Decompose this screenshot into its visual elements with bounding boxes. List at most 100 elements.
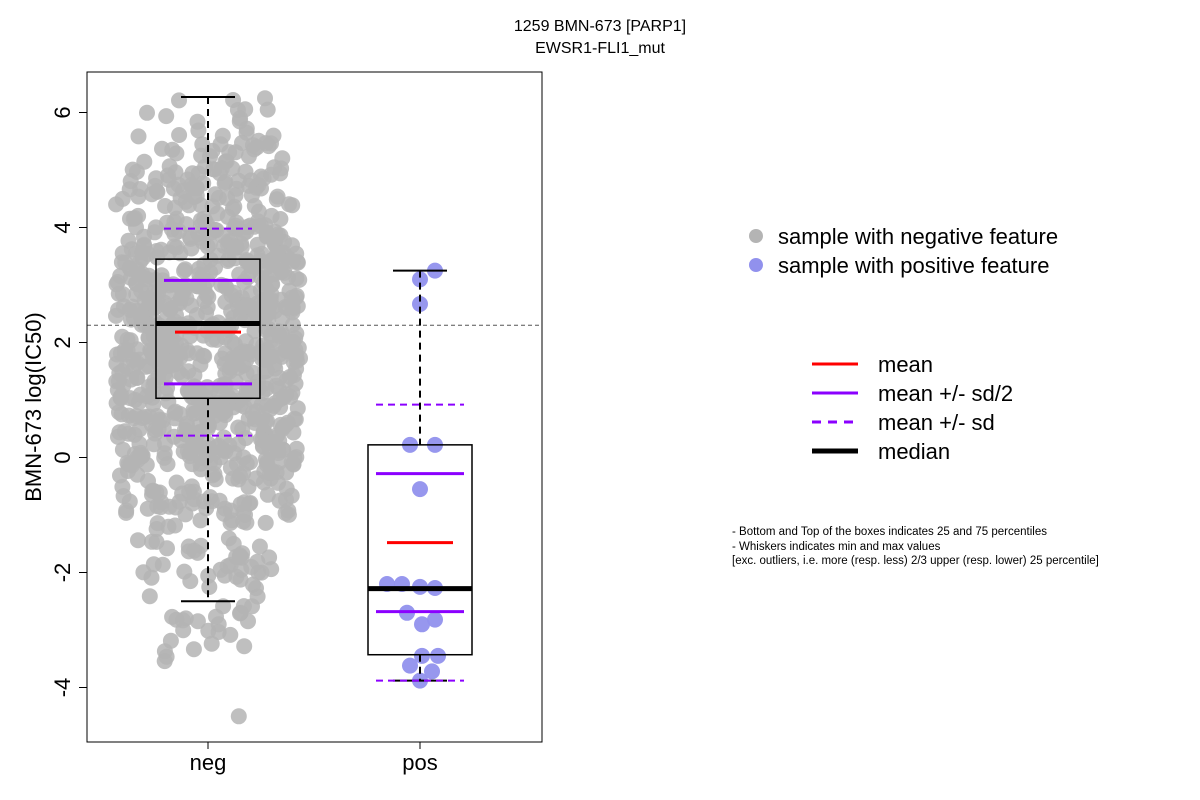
neg-point [112, 345, 129, 362]
neg-point [219, 253, 236, 269]
neg-point [199, 299, 216, 315]
neg-point [227, 187, 244, 204]
neg-point [288, 325, 305, 342]
neg-point [226, 238, 243, 255]
neg-point [272, 264, 289, 281]
neg-point [259, 486, 276, 503]
neg-point [239, 269, 256, 286]
neg-point [185, 641, 202, 658]
neg-point [237, 430, 254, 447]
neg-point [114, 190, 131, 207]
neg-point [254, 293, 271, 309]
neg-point [161, 158, 178, 175]
axes-layer: -4 -2 0 2 4 6 BMN-673 log(IC50) neg pos [21, 106, 438, 775]
neg-point [203, 635, 220, 652]
neg-point [238, 298, 255, 315]
neg-point [158, 108, 175, 125]
neg-point [269, 426, 286, 443]
x-tick-label: neg [190, 750, 227, 775]
pos-point [427, 611, 443, 628]
neg-point [257, 259, 274, 276]
neg-point [130, 532, 146, 549]
y-tick-label: 6 [50, 106, 75, 118]
neg-point [212, 561, 229, 578]
neg-point [122, 390, 139, 407]
neg-point [123, 241, 140, 258]
pos-point [412, 271, 428, 288]
neg-point [282, 251, 299, 268]
neg-point [288, 449, 305, 466]
legend-line-label: mean [878, 352, 933, 377]
neg-point [232, 571, 249, 588]
neg-point [130, 128, 147, 145]
neg-point [153, 241, 170, 258]
neg-point [230, 708, 247, 725]
chart-title: 1259 BMN-673 [PARP1] [513, 18, 687, 35]
neg-point [224, 160, 241, 177]
neg-point [178, 415, 195, 432]
neg-point [243, 172, 260, 189]
neg-point [167, 499, 184, 516]
neg-point [168, 145, 185, 162]
neg-point [207, 186, 224, 203]
neg-point [134, 448, 150, 465]
neg-point [223, 303, 240, 320]
neg-point [251, 538, 268, 555]
y-tick-label: 0 [50, 451, 75, 463]
iqr-box [367, 444, 473, 656]
neg-point [165, 354, 182, 371]
neg-point [189, 113, 206, 130]
neg-point [159, 540, 175, 557]
neg-point [157, 385, 174, 402]
neg-point [257, 363, 274, 380]
neg-point [289, 400, 306, 417]
neg-point [139, 500, 156, 517]
neg-point [232, 110, 249, 127]
y-tick-label: 4 [50, 221, 75, 233]
neg-point [114, 478, 131, 495]
legend-line-label: mean +/- sd [878, 410, 995, 435]
neg-point [248, 139, 265, 156]
neg-point [112, 267, 129, 284]
neg-point [153, 361, 170, 378]
neg-point [263, 276, 280, 293]
neg-point [166, 213, 183, 230]
neg-point [154, 272, 171, 289]
neg-point [117, 254, 134, 271]
neg-point [176, 262, 193, 279]
neg-point [143, 533, 160, 550]
neg-point [207, 471, 224, 488]
legend-line-label: mean +/- sd/2 [878, 381, 1013, 406]
neg-point [152, 329, 168, 346]
neg-point [241, 495, 258, 512]
neg-point [165, 180, 182, 197]
neg-point [196, 348, 213, 365]
neg-point [174, 612, 191, 629]
neg-point [144, 295, 161, 312]
neg-point [126, 426, 143, 443]
note-line-3: [exc. outliers, i.e. more (resp. less) 2… [732, 555, 1099, 567]
neg-point [235, 465, 252, 482]
neg-point [205, 161, 222, 178]
neg-point [134, 265, 151, 282]
neg-point [168, 474, 185, 491]
points-layer [108, 90, 446, 725]
neg-point [193, 229, 210, 246]
neg-point [158, 648, 175, 665]
legend-point-swatch [749, 229, 763, 243]
neg-point [274, 150, 291, 167]
neg-point [188, 307, 205, 324]
neg-point [190, 260, 207, 277]
pos-point [414, 616, 430, 633]
neg-point [238, 219, 255, 236]
neg-point [171, 92, 187, 109]
neg-point [238, 365, 255, 382]
neg-point [257, 413, 274, 429]
neg-point [257, 217, 274, 234]
neg-point [223, 333, 240, 350]
neg-point [154, 556, 171, 573]
neg-point [160, 518, 177, 535]
neg-point [192, 512, 209, 529]
neg-point [157, 198, 174, 214]
